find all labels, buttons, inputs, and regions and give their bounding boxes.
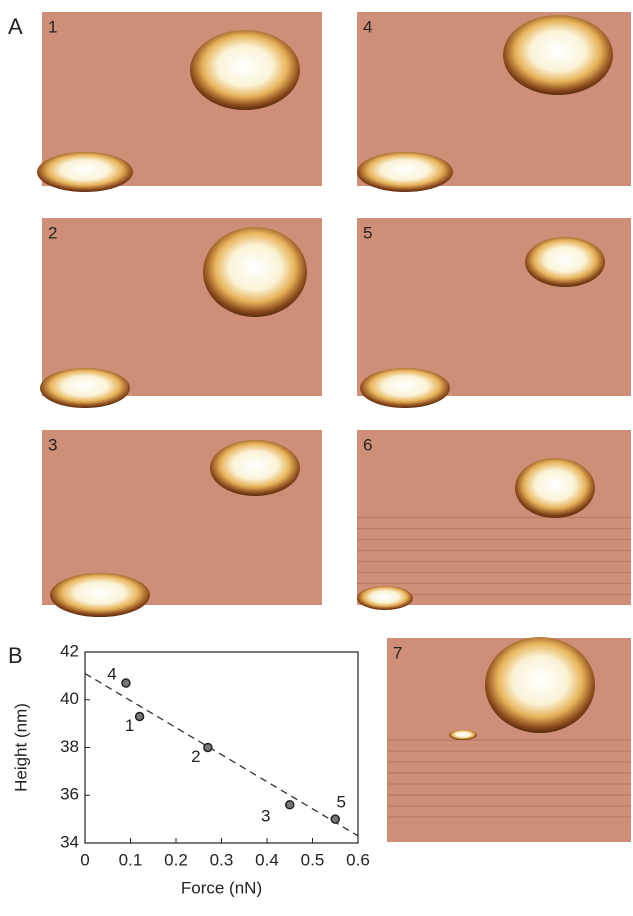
point-label: 3	[261, 806, 270, 825]
image-label: 7	[393, 643, 402, 662]
particle	[525, 237, 605, 287]
image-label: 6	[363, 435, 372, 454]
point-label: 4	[107, 665, 116, 684]
y-tick-label: 36	[60, 785, 79, 804]
y-tick-label: 34	[60, 832, 79, 851]
figure: A 1425367 B 00.10.20.30.40.50.6343638404…	[0, 0, 633, 911]
x-axis-label: Force (nN)	[181, 878, 262, 897]
particle	[203, 227, 307, 317]
particle	[360, 368, 450, 408]
data-point	[286, 801, 294, 809]
y-tick-label: 38	[60, 737, 79, 756]
particle	[40, 368, 130, 408]
y-axis-label: Height (nm)	[11, 703, 30, 792]
point-label: 1	[125, 716, 134, 735]
x-tick-label: 0.6	[346, 850, 370, 869]
y-tick-label: 42	[60, 641, 79, 660]
particle	[50, 573, 150, 617]
particle	[210, 440, 300, 496]
particle	[190, 30, 300, 110]
particle	[503, 15, 613, 95]
particle	[485, 637, 595, 733]
particle	[515, 458, 595, 518]
point-label: 2	[191, 747, 200, 766]
data-point	[331, 815, 339, 823]
particle	[37, 152, 133, 192]
x-tick-label: 0.4	[255, 850, 279, 869]
image-label: 5	[363, 223, 372, 242]
particle	[357, 586, 413, 610]
image-label: 3	[48, 435, 57, 454]
data-point	[204, 744, 212, 752]
x-tick-label: 0.2	[164, 850, 188, 869]
panel-label: B	[8, 643, 23, 668]
point-label: 5	[337, 793, 346, 812]
image-label: 2	[48, 223, 57, 242]
data-point	[122, 679, 130, 687]
particle	[449, 730, 477, 740]
y-tick-label: 40	[60, 689, 79, 708]
particle	[357, 152, 453, 192]
image-label: 1	[48, 17, 57, 36]
data-point	[136, 712, 144, 720]
image-label: 4	[363, 17, 372, 36]
trend-line	[85, 673, 358, 835]
x-tick-label: 0.1	[119, 850, 143, 869]
x-tick-label: 0.3	[210, 850, 234, 869]
panel-label: A	[8, 14, 23, 39]
page: A 1425367 B 00.10.20.30.40.50.6343638404…	[0, 0, 633, 911]
x-tick-label: 0.5	[301, 850, 325, 869]
x-tick-label: 0	[80, 850, 89, 869]
